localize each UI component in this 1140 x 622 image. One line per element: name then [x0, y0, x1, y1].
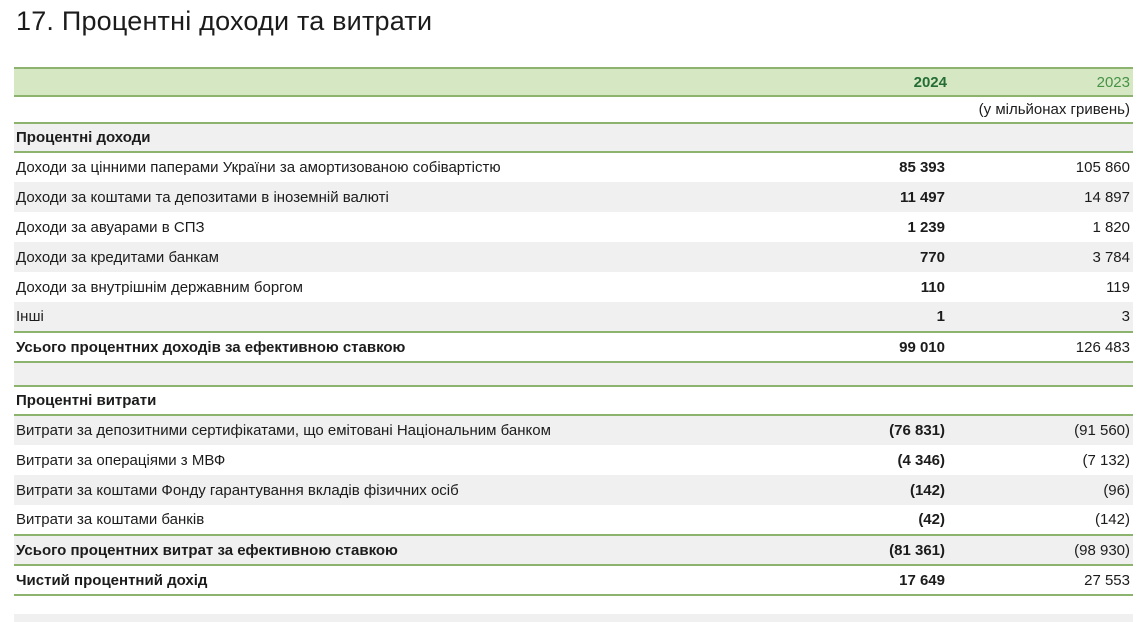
value-2024: (42) [765, 505, 950, 536]
units-note: (у мільйонах гривень) [14, 96, 1133, 124]
total-value-2024: (81 361) [765, 535, 950, 566]
value-2023: 3 [950, 302, 1133, 333]
total-label: Усього процентних доходів за ефективною … [14, 332, 765, 363]
table-row: Доходи за коштами та депозитами в інозем… [14, 182, 1133, 212]
page-title: 17. Процентні доходи та витрати [16, 6, 433, 36]
section-separator-row [14, 362, 1133, 386]
column-header-2023: 2023 [950, 67, 1133, 97]
value-2023: (7 132) [1082, 451, 1130, 469]
year-header-row: 2024 2023 [14, 67, 1133, 97]
table-row: Витрати за коштами Фонду гарантування вк… [14, 475, 1133, 505]
value-2024: 11 497 [899, 188, 945, 206]
section-header-label: Процентні доходи [14, 123, 765, 153]
row-label: Доходи за цінними паперами України за ам… [16, 159, 501, 176]
row-label: Доходи за кредитами банкам [16, 248, 219, 266]
value-2024: (76 831) [889, 422, 945, 439]
value-2023: 1 820 [1092, 218, 1130, 236]
total-value-2023: 126 483 [950, 332, 1133, 363]
table-row: Інші 1 3 [14, 302, 1133, 333]
value-2024: 110 [920, 278, 945, 296]
value-2024: (142) [909, 481, 945, 499]
total-value-2024: 99 010 [765, 332, 950, 363]
net-income-value-2023: 27 553 [950, 565, 1133, 596]
section-header-income: Процентні доходи [14, 123, 1133, 153]
section-header-label: Процентні витрати [14, 385, 765, 416]
net-income-label: Чистий процентний дохід [14, 565, 765, 596]
table-row: Витрати за операціями з МВФ (4 346) (7 1… [14, 445, 1133, 475]
row-label: Доходи за внутрішнім державним боргом [16, 278, 303, 296]
value-2023: (91 560) [1074, 422, 1130, 439]
column-header-2024: 2024 [765, 67, 950, 97]
total-value-2023: (98 930) [950, 535, 1133, 566]
value-2024: 1 239 [907, 218, 945, 236]
table-row: Доходи за авуарами в СПЗ 1 239 1 820 [14, 212, 1133, 242]
income-total-row: Усього процентних доходів за ефективною … [14, 332, 1133, 363]
year-header-spacer [14, 67, 765, 97]
row-label: Витрати за депозитними сертифікатами, що… [16, 422, 551, 439]
row-label: Витрати за операціями з МВФ [16, 451, 226, 469]
value-2023: (96) [1103, 481, 1130, 499]
interest-income-expense-table: 2024 2023 (у мільйонах гривень) Процентн… [14, 67, 1133, 596]
expenses-total-row: Усього процентних витрат за ефективною с… [14, 535, 1133, 566]
net-income-row: Чистий процентний дохід 17 649 27 553 [14, 565, 1133, 596]
row-label: Витрати за коштами Фонду гарантування вк… [16, 481, 459, 499]
row-label: Витрати за коштами банків [14, 505, 765, 536]
table-row: Доходи за цінними паперами України за ам… [14, 152, 1133, 182]
value-2023: 3 784 [1092, 248, 1130, 266]
section-header-expenses: Процентні витрати [14, 385, 1133, 416]
value-2023: (142) [950, 505, 1133, 536]
table-row: Доходи за кредитами банкам 770 3 784 [14, 242, 1133, 272]
value-2024: (4 346) [897, 451, 945, 469]
table-row: Витрати за коштами банків (42) (142) [14, 505, 1133, 536]
value-2024: 770 [919, 248, 945, 266]
table-row: Доходи за внутрішнім державним боргом 11… [14, 272, 1133, 302]
table-row: Витрати за депозитними сертифікатами, що… [14, 415, 1133, 445]
units-note-row: (у мільйонах гривень) [14, 96, 1133, 124]
value-2024: 1 [765, 302, 950, 333]
value-2024: 85 393 [899, 159, 945, 176]
net-income-value-2024: 17 649 [765, 565, 950, 596]
row-label: Доходи за коштами та депозитами в інозем… [16, 188, 389, 206]
row-label: Інші [14, 302, 765, 333]
row-label: Доходи за авуарами в СПЗ [16, 218, 205, 236]
value-2023: 119 [1106, 278, 1130, 296]
next-row-partial-strip [14, 614, 1133, 622]
total-label: Усього процентних витрат за ефективною с… [14, 535, 765, 566]
value-2023: 105 860 [1075, 159, 1130, 176]
value-2023: 14 897 [1084, 188, 1130, 206]
